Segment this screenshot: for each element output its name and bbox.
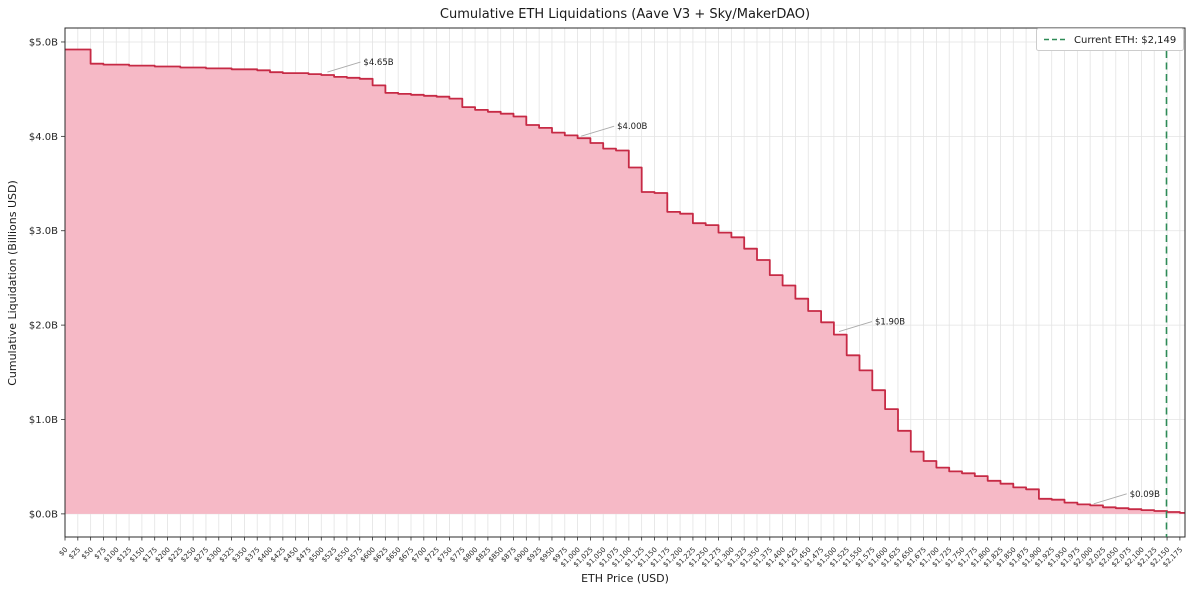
annotation-label: $0.09B [1130,490,1160,500]
annotation-leader-line [327,61,361,73]
chart-title: Cumulative ETH Liquidations (Aave V3 + S… [440,7,810,22]
annotation-leader-line [581,125,615,137]
annotation-leader-line [838,321,873,333]
x-tick-label: $0 [57,546,69,558]
x-tick-label: $25 [67,546,82,561]
annotation-leader-line [1093,493,1127,505]
legend-box [1036,28,1184,51]
annotation-label: $4.65B [363,58,393,68]
x-tick-label: $50 [80,546,95,561]
y-tick-label: $4.0B [29,132,58,143]
series-layer [65,48,1185,514]
y-tick-label: $3.0B [29,226,58,237]
annotation-layer: $4.65B $4.00B $1.90B $0.09B [327,58,1160,505]
y-tick-label: $2.0B [29,321,58,332]
annotation-label: $1.90B [875,318,905,328]
legend-label: Current ETH: $2,149 [1074,35,1176,46]
y-tick-label: $1.0B [29,415,58,426]
legend: Current ETH: $2,149 [1036,28,1184,51]
y-tick-label: $5.0B [29,37,58,48]
x-axis-title: ETH Price (USD) [581,572,669,585]
plot-border [64,27,1186,538]
y-tick-label: $0.0B [29,509,58,520]
liquidation-area [65,49,1185,514]
y-axis-title: Cumulative Liquidation (Billions USD) [6,180,19,386]
annotation-label: $4.00B [617,122,647,132]
liquidation-step-line [65,48,1185,514]
